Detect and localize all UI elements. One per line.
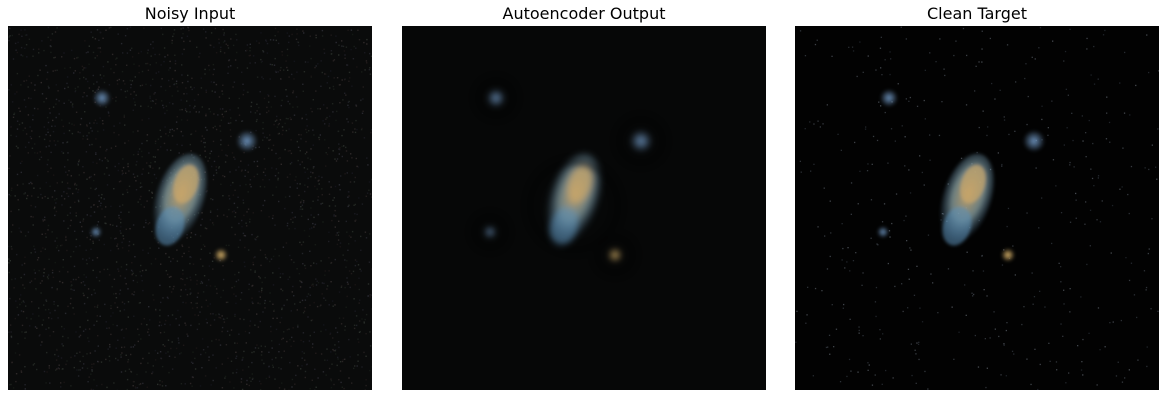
star-upper-left: [487, 89, 505, 107]
noisy-input-canvas: [8, 26, 372, 390]
star-lower-left: [484, 226, 496, 238]
star-right: [236, 130, 258, 152]
panel-title-noisy-input: Noisy Input: [144, 4, 236, 23]
star-lower-left: [90, 226, 102, 238]
star-upper-left: [93, 89, 111, 107]
stars: [877, 89, 1045, 262]
star-gold: [608, 248, 622, 262]
panel-title-autoencoder-output: Autoencoder Output: [502, 4, 666, 23]
clean-target-canvas: [795, 26, 1159, 390]
star-gold: [1001, 248, 1015, 262]
panel-title-clean-target: Clean Target: [927, 4, 1027, 23]
noise-layer: [8, 26, 372, 390]
clean-target-image: [795, 26, 1159, 390]
noisy-input-image: [8, 26, 372, 390]
stars: [484, 89, 652, 262]
autoencoder-output-canvas: [402, 26, 766, 390]
star-right: [1023, 130, 1045, 152]
galaxy: [547, 153, 601, 246]
star-lower-left: [877, 226, 889, 238]
galaxy: [153, 153, 207, 246]
halo-layer: [471, 77, 666, 276]
speckle-layer: [795, 26, 1159, 390]
galaxy: [940, 153, 994, 246]
star-gold: [214, 248, 228, 262]
star-right: [630, 130, 652, 152]
star-upper-left: [880, 89, 898, 107]
stars: [90, 89, 258, 262]
autoencoder-output-image: [402, 26, 766, 390]
